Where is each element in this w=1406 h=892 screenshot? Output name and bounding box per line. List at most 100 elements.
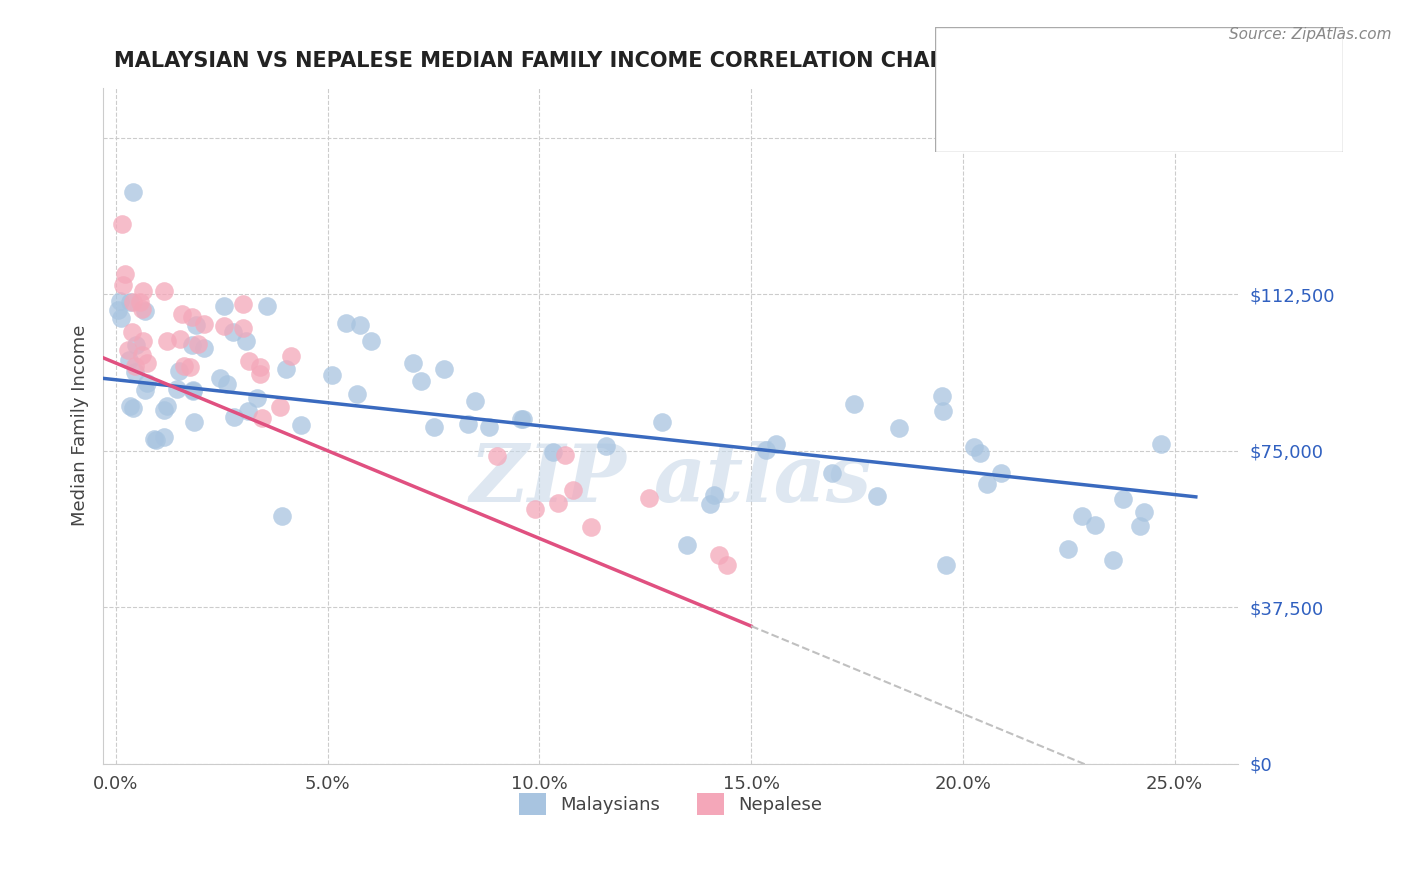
Point — [183, 416, 205, 430]
Point — [509, 412, 531, 426]
Point — [134, 383, 156, 397]
Point — [131, 349, 153, 363]
Point — [423, 420, 446, 434]
Point — [1132, 505, 1154, 519]
Point — [547, 495, 569, 509]
Point — [124, 365, 146, 379]
Point — [433, 362, 456, 376]
Point — [360, 334, 382, 349]
Point — [932, 404, 955, 418]
Point — [990, 466, 1012, 480]
Point — [541, 445, 564, 459]
Point — [145, 434, 167, 448]
Point — [1056, 542, 1078, 557]
Point — [120, 294, 142, 309]
Point — [111, 217, 134, 231]
Point — [335, 316, 357, 330]
Point — [124, 359, 146, 374]
Point — [184, 318, 207, 333]
Point — [478, 420, 501, 434]
Point — [524, 502, 547, 516]
Point — [107, 303, 129, 318]
Point — [1084, 518, 1107, 533]
Point — [411, 375, 433, 389]
Point — [181, 310, 204, 325]
Point — [269, 400, 291, 414]
Point — [554, 448, 576, 462]
Point — [217, 377, 239, 392]
FancyBboxPatch shape — [935, 27, 1343, 152]
Text: R =  -0.237   N = 79: R = -0.237 N = 79 — [1025, 53, 1208, 70]
Point — [222, 409, 245, 424]
Point — [152, 285, 174, 299]
Point — [675, 538, 697, 552]
Point — [179, 360, 201, 375]
Point — [132, 284, 155, 298]
Point — [349, 318, 371, 333]
Point — [1102, 553, 1125, 567]
Bar — [952, 96, 1000, 136]
Point — [181, 384, 204, 398]
Point — [166, 382, 188, 396]
Point — [169, 332, 191, 346]
Point — [765, 436, 787, 450]
Point — [222, 326, 245, 340]
Point — [170, 307, 193, 321]
Point — [121, 186, 143, 200]
Point — [935, 558, 957, 573]
Point — [114, 268, 136, 282]
Point — [280, 350, 302, 364]
Point — [167, 364, 190, 378]
Point — [108, 294, 131, 309]
Point — [321, 368, 343, 382]
Point — [866, 489, 889, 503]
Bar — [952, 39, 1000, 79]
Point — [132, 334, 155, 348]
Point — [238, 353, 260, 368]
Point — [143, 433, 166, 447]
Point — [709, 548, 731, 562]
Point — [931, 388, 953, 402]
Point — [125, 338, 148, 352]
Point — [650, 415, 672, 429]
Point — [122, 294, 145, 309]
Point — [962, 440, 984, 454]
Point — [638, 491, 661, 506]
Point — [135, 376, 157, 391]
Point — [193, 341, 215, 355]
Text: Source: ZipAtlas.com: Source: ZipAtlas.com — [1229, 27, 1392, 42]
Point — [820, 466, 842, 480]
Point — [716, 558, 738, 573]
Point — [256, 299, 278, 313]
Point — [249, 368, 271, 382]
Point — [703, 487, 725, 501]
Point — [252, 410, 274, 425]
Point — [976, 476, 998, 491]
Point — [249, 359, 271, 374]
Point — [464, 394, 486, 409]
Point — [755, 442, 778, 457]
Point — [152, 430, 174, 444]
Point — [212, 319, 235, 334]
Point — [246, 391, 269, 405]
Point — [969, 446, 991, 460]
Point — [486, 449, 509, 463]
Point — [401, 356, 423, 370]
Point — [276, 362, 298, 376]
Point — [131, 302, 153, 317]
Text: MALAYSIAN VS NEPALESE MEDIAN FAMILY INCOME CORRELATION CHART: MALAYSIAN VS NEPALESE MEDIAN FAMILY INCO… — [114, 51, 959, 70]
Point — [235, 334, 257, 348]
Legend: Malaysians, Nepalese: Malaysians, Nepalese — [512, 786, 830, 822]
Point — [187, 337, 209, 351]
Point — [135, 356, 157, 370]
Point — [120, 399, 142, 413]
Point — [214, 299, 236, 313]
Point — [134, 304, 156, 318]
Point — [236, 404, 259, 418]
Y-axis label: Median Family Income: Median Family Income — [72, 325, 89, 526]
Point — [121, 325, 143, 339]
Point — [290, 418, 312, 433]
Point — [181, 383, 204, 397]
Point — [579, 520, 602, 534]
Point — [180, 338, 202, 352]
